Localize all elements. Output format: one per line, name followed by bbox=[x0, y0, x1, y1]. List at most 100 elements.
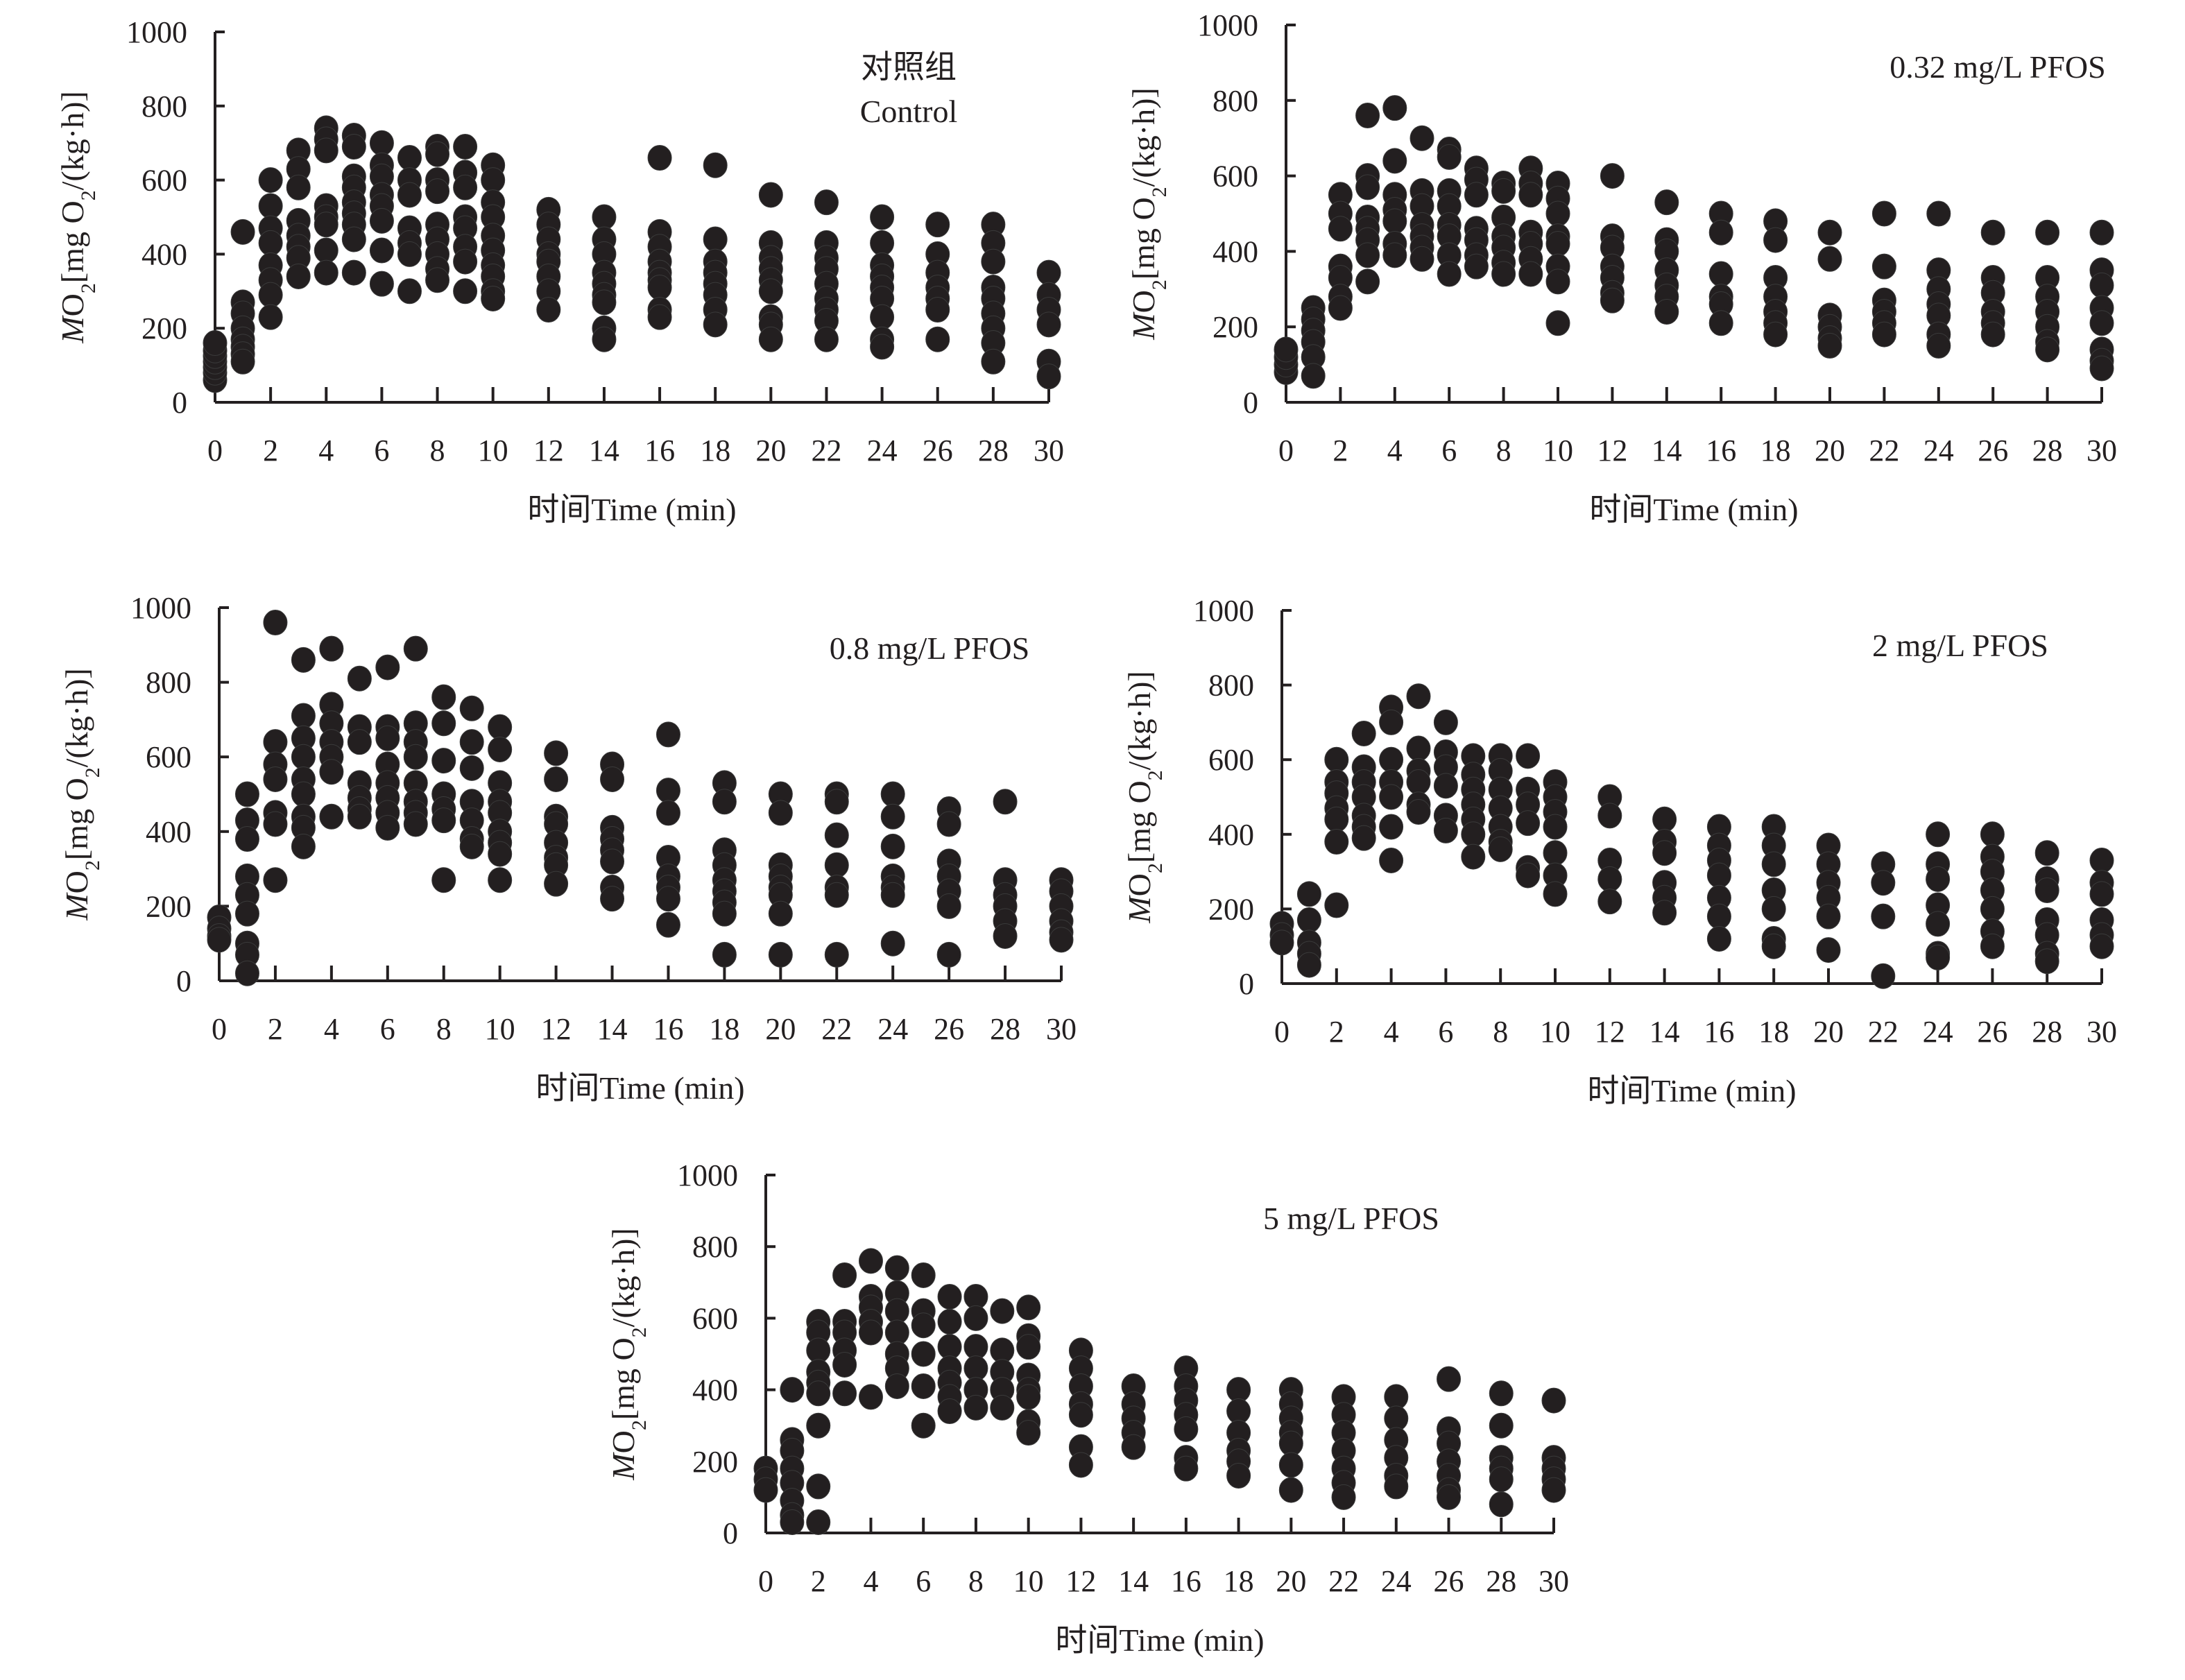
data-point bbox=[858, 1384, 883, 1410]
data-point bbox=[1708, 261, 1733, 287]
data-point bbox=[1464, 182, 1489, 208]
x-tick-label: 10 bbox=[485, 1012, 515, 1046]
data-point bbox=[870, 204, 895, 230]
data-point bbox=[703, 226, 728, 252]
x-tick-label: 30 bbox=[1046, 1012, 1077, 1046]
data-point bbox=[832, 1380, 857, 1407]
data-point bbox=[1437, 1366, 1462, 1392]
data-point bbox=[870, 304, 895, 330]
x-tick-label: 6 bbox=[380, 1012, 395, 1046]
data-point bbox=[1543, 840, 1568, 866]
data-point bbox=[1489, 1466, 1514, 1493]
x-tick-label: 8 bbox=[430, 434, 445, 468]
x-tick-label: 0 bbox=[212, 1012, 227, 1046]
y-tick-label: 0 bbox=[172, 386, 187, 420]
panel-title: Control bbox=[860, 94, 958, 129]
data-point bbox=[1382, 148, 1407, 174]
y-tick-label: 1000 bbox=[1193, 594, 1254, 628]
x-tick-label: 28 bbox=[1486, 1564, 1516, 1598]
data-point bbox=[341, 226, 366, 252]
x-tick-label: 0 bbox=[758, 1564, 773, 1598]
data-point bbox=[431, 710, 456, 737]
data-point bbox=[911, 1312, 936, 1339]
data-point bbox=[234, 900, 259, 927]
data-point bbox=[656, 778, 680, 804]
data-point bbox=[1545, 310, 1570, 336]
x-tick-label: 12 bbox=[1065, 1564, 1096, 1598]
data-point bbox=[1301, 363, 1326, 389]
data-point bbox=[600, 766, 625, 792]
y-tick-label: 600 bbox=[146, 740, 191, 774]
data-point bbox=[1706, 862, 1731, 889]
data-point bbox=[656, 911, 680, 938]
data-point bbox=[207, 927, 232, 953]
data-point bbox=[1545, 231, 1570, 257]
x-tick-label: 14 bbox=[589, 434, 619, 468]
x-tick-label: 26 bbox=[923, 434, 953, 468]
data-point bbox=[453, 174, 478, 200]
y-tick-label: 200 bbox=[692, 1445, 738, 1479]
data-point bbox=[397, 145, 422, 171]
data-point bbox=[1355, 268, 1380, 295]
x-tick-label: 22 bbox=[821, 1012, 852, 1046]
data-point bbox=[1355, 174, 1380, 200]
data-point bbox=[2034, 948, 2059, 975]
data-point bbox=[431, 748, 456, 774]
data-point bbox=[488, 841, 513, 867]
x-tick-label: 16 bbox=[1704, 1015, 1734, 1049]
data-point bbox=[291, 703, 316, 729]
data-point bbox=[1489, 1412, 1514, 1439]
data-point bbox=[403, 635, 428, 662]
data-point bbox=[488, 736, 513, 762]
data-point bbox=[1328, 216, 1353, 242]
data-point bbox=[1433, 817, 1458, 843]
data-point bbox=[1652, 806, 1677, 832]
data-point bbox=[453, 278, 478, 305]
data-point bbox=[712, 941, 737, 968]
data-point bbox=[1871, 321, 1896, 348]
data-point bbox=[936, 941, 961, 968]
data-point bbox=[1384, 1473, 1409, 1500]
panel-title: 对照组 bbox=[861, 49, 957, 85]
data-point bbox=[1980, 219, 2005, 246]
data-point bbox=[1980, 895, 2005, 922]
data-point bbox=[1049, 927, 1074, 953]
data-point bbox=[1278, 1477, 1303, 1503]
data-point bbox=[870, 334, 895, 360]
x-axis-title: 时间Time (min) bbox=[527, 492, 736, 527]
data-point bbox=[592, 326, 617, 352]
x-tick-label: 30 bbox=[2087, 1015, 2117, 1049]
x-tick-label: 14 bbox=[1118, 1564, 1149, 1598]
data-point bbox=[319, 759, 344, 785]
data-point bbox=[937, 1309, 962, 1335]
x-tick-label: 14 bbox=[1650, 1015, 1680, 1049]
data-point bbox=[544, 766, 569, 792]
data-point bbox=[1706, 903, 1731, 929]
data-point bbox=[1980, 933, 2005, 959]
data-point bbox=[758, 278, 783, 305]
x-tick-label: 26 bbox=[934, 1012, 964, 1046]
x-tick-label: 18 bbox=[1758, 1015, 1789, 1049]
data-point bbox=[234, 960, 259, 986]
data-point bbox=[1296, 952, 1321, 978]
x-tick-label: 28 bbox=[2032, 434, 2063, 468]
data-point bbox=[1817, 332, 1842, 359]
x-tick-label: 2 bbox=[268, 1012, 283, 1046]
data-point bbox=[2089, 933, 2114, 959]
data-point bbox=[936, 811, 961, 837]
panel-title: 0.8 mg/L PFOS bbox=[830, 631, 1029, 666]
y-tick-label: 600 bbox=[692, 1301, 738, 1335]
data-point bbox=[544, 871, 569, 897]
x-tick-label: 20 bbox=[1276, 1564, 1306, 1598]
x-tick-label: 10 bbox=[478, 434, 508, 468]
x-axis-title: 时间Time (min) bbox=[1587, 1073, 1796, 1108]
data-point bbox=[880, 882, 905, 908]
data-point bbox=[397, 182, 422, 208]
x-tick-label: 12 bbox=[533, 434, 564, 468]
data-point bbox=[459, 755, 484, 781]
data-point bbox=[341, 259, 366, 286]
data-point bbox=[937, 1398, 962, 1425]
data-point bbox=[925, 212, 950, 238]
